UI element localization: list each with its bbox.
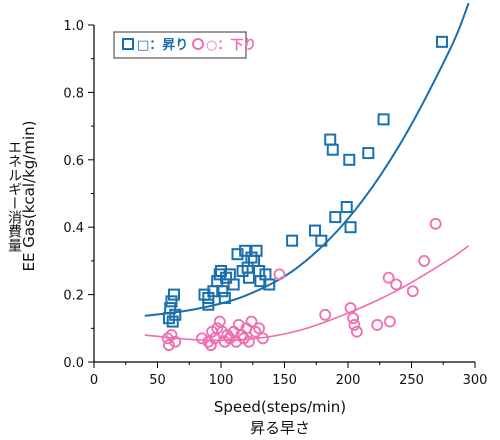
axes xyxy=(93,25,475,363)
data-point-up xyxy=(326,143,339,156)
x-tick-label: 100 xyxy=(209,373,234,388)
x-tick-label: 50 xyxy=(149,373,166,388)
data-point-up xyxy=(315,234,328,247)
data-point-down xyxy=(319,308,332,321)
data-point-up xyxy=(343,153,356,166)
data-point-down xyxy=(371,319,384,331)
data-point-up xyxy=(340,200,353,213)
data-point-up xyxy=(286,234,299,247)
data-point-up xyxy=(231,248,244,261)
data-point-down xyxy=(384,315,396,328)
data-point-down xyxy=(406,285,419,298)
data-point-up xyxy=(165,295,178,308)
data-point-down xyxy=(390,278,403,291)
x-tick-label: 150 xyxy=(272,373,297,388)
trend-line-up xyxy=(144,2,470,317)
x-tick-label: 250 xyxy=(399,373,424,388)
legend-label-up: □：昇り xyxy=(137,38,188,53)
y-axis-sublabel: エネルギー消費量 xyxy=(6,140,22,252)
data-point-up xyxy=(435,35,448,48)
y-tick-label: 0.2 xyxy=(63,289,84,304)
y-axis-label: EE Gas(kcal/kg/min) xyxy=(20,121,38,272)
data-point-up xyxy=(168,288,181,301)
data-point-up xyxy=(377,113,390,126)
data-point-down xyxy=(348,319,361,331)
data-point-up xyxy=(202,298,215,311)
data-point-up xyxy=(250,244,263,257)
data-point-down xyxy=(253,322,266,335)
data-point-up xyxy=(220,271,233,284)
x-tick-label: 0 xyxy=(90,373,98,388)
trend-line-down xyxy=(144,245,470,342)
data-point-down xyxy=(202,335,215,348)
data-point-up xyxy=(239,244,252,257)
data-point-down xyxy=(245,315,258,328)
y-tick-label: 0.0 xyxy=(63,356,84,371)
data-point-up xyxy=(344,221,357,234)
x-tick-label: 200 xyxy=(336,373,361,388)
data-points xyxy=(161,35,448,352)
y-tick-label: 0.8 xyxy=(63,86,84,101)
data-point-down xyxy=(161,332,174,345)
legend-square-marker xyxy=(122,38,134,50)
data-point-down xyxy=(249,325,262,338)
legend-box xyxy=(113,31,247,59)
data-point-up xyxy=(218,291,231,304)
data-point-down xyxy=(257,332,269,345)
trend-lines xyxy=(144,2,470,342)
data-point-up xyxy=(253,265,266,278)
data-point-down xyxy=(169,335,182,348)
data-point-down xyxy=(429,217,442,230)
data-point-up xyxy=(308,224,321,237)
y-tick-label: 0.6 xyxy=(63,154,84,169)
legend-label-down: ○：下り xyxy=(206,38,256,53)
x-axis-label: Speed(steps/min) xyxy=(214,398,346,416)
data-point-up xyxy=(227,278,240,291)
data-point-up xyxy=(248,254,261,267)
data-point-up xyxy=(162,312,175,325)
data-point-down xyxy=(347,312,359,325)
data-point-down xyxy=(418,254,431,267)
data-point-down xyxy=(221,329,234,341)
legend: □：昇り ○：下り xyxy=(113,31,256,59)
data-point-down xyxy=(382,271,395,284)
data-point-down xyxy=(243,335,255,348)
data-point-up xyxy=(329,211,342,224)
data-point-up xyxy=(169,308,182,321)
y-axis-ticks: 0.0 0.2 0.4 0.6 0.8 1.0 xyxy=(63,19,94,371)
data-point-up xyxy=(263,278,276,291)
data-point-up xyxy=(216,285,229,298)
y-tick-label: 1.0 xyxy=(63,19,84,34)
data-point-down xyxy=(350,325,363,338)
legend-circle-marker xyxy=(192,38,204,50)
data-point-down xyxy=(204,339,217,352)
data-point-up xyxy=(166,315,179,328)
data-point-up xyxy=(362,147,375,160)
data-point-up xyxy=(242,271,255,284)
data-point-down xyxy=(273,268,286,281)
x-tick-label: 300 xyxy=(463,373,488,388)
x-axis-sublabel: 昇る早さ xyxy=(250,419,310,437)
data-point-down xyxy=(223,332,236,345)
data-point-down xyxy=(196,332,208,345)
x-axis-ticks: 0 50 100 150 200 250 300 xyxy=(90,362,488,388)
y-tick-label: 0.4 xyxy=(63,221,84,236)
data-point-down xyxy=(165,329,178,341)
data-point-up xyxy=(324,133,337,146)
